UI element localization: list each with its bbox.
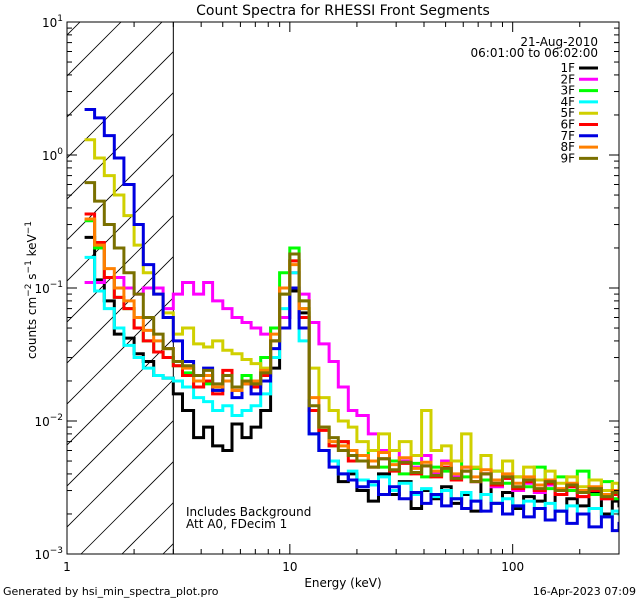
legend-label-3f: 3F [560, 84, 575, 98]
timestamp-footer: 16-Apr-2023 07:09 [533, 585, 636, 598]
y-tick-label: 10−2 [34, 413, 63, 429]
legend-label-7f: 7F [560, 129, 575, 143]
series-line-7f [84, 108, 619, 533]
legend-label-1f: 1F [560, 61, 575, 75]
hatch-line [67, 22, 163, 118]
attenuator-note: Att A0, FDecim 1 [186, 517, 287, 531]
x-tick-label: 100 [501, 560, 524, 574]
chart-title: Count Spectra for RHESSI Front Segments [196, 3, 490, 19]
hatch-line [67, 256, 174, 364]
y-tick-label: 10−3 [34, 546, 63, 562]
background-note: Includes Background [186, 505, 311, 519]
hatch-line [67, 133, 174, 241]
hatch-line [67, 22, 122, 77]
legend-label-2f: 2F [560, 72, 575, 86]
series-line-3f [84, 219, 619, 501]
hatch-line [67, 420, 174, 528]
y-tick-label: 101 [42, 14, 63, 30]
legend-label-9f: 9F [560, 151, 575, 165]
x-axis-label: Energy (keV) [304, 576, 381, 590]
legend-label-5f: 5F [560, 106, 575, 120]
observation-date: 21-Aug-2010 [520, 35, 598, 49]
hatch-line [67, 379, 174, 487]
series-line-5f [84, 138, 619, 492]
observation-time-range: 06:01:00 to 06:02:00 [471, 46, 598, 60]
x-tick-label: 1 [63, 560, 71, 574]
generated-by-footer: Generated by hsi_min_spectra_plot.pro [3, 585, 219, 598]
series-line-2f [84, 271, 619, 501]
x-tick-label: 10 [282, 560, 297, 574]
hatch-line [67, 92, 174, 200]
hatch-line [67, 174, 174, 282]
y-axis-label: counts cm−2 s−1 keV−1 [24, 221, 39, 359]
hatch-line [67, 22, 81, 36]
hatch-line [67, 215, 174, 323]
series-line-9f [84, 181, 619, 499]
legend-label-4f: 4F [560, 95, 575, 109]
axis-ticks [66, 21, 620, 555]
legend-label-6f: 6F [560, 118, 575, 132]
y-tick-label: 10−1 [34, 280, 63, 296]
legend-label-8f: 8F [560, 140, 575, 154]
hatch-line [614, 0, 640, 554]
hatch-line [67, 51, 174, 159]
y-tick-label: 100 [42, 147, 63, 163]
